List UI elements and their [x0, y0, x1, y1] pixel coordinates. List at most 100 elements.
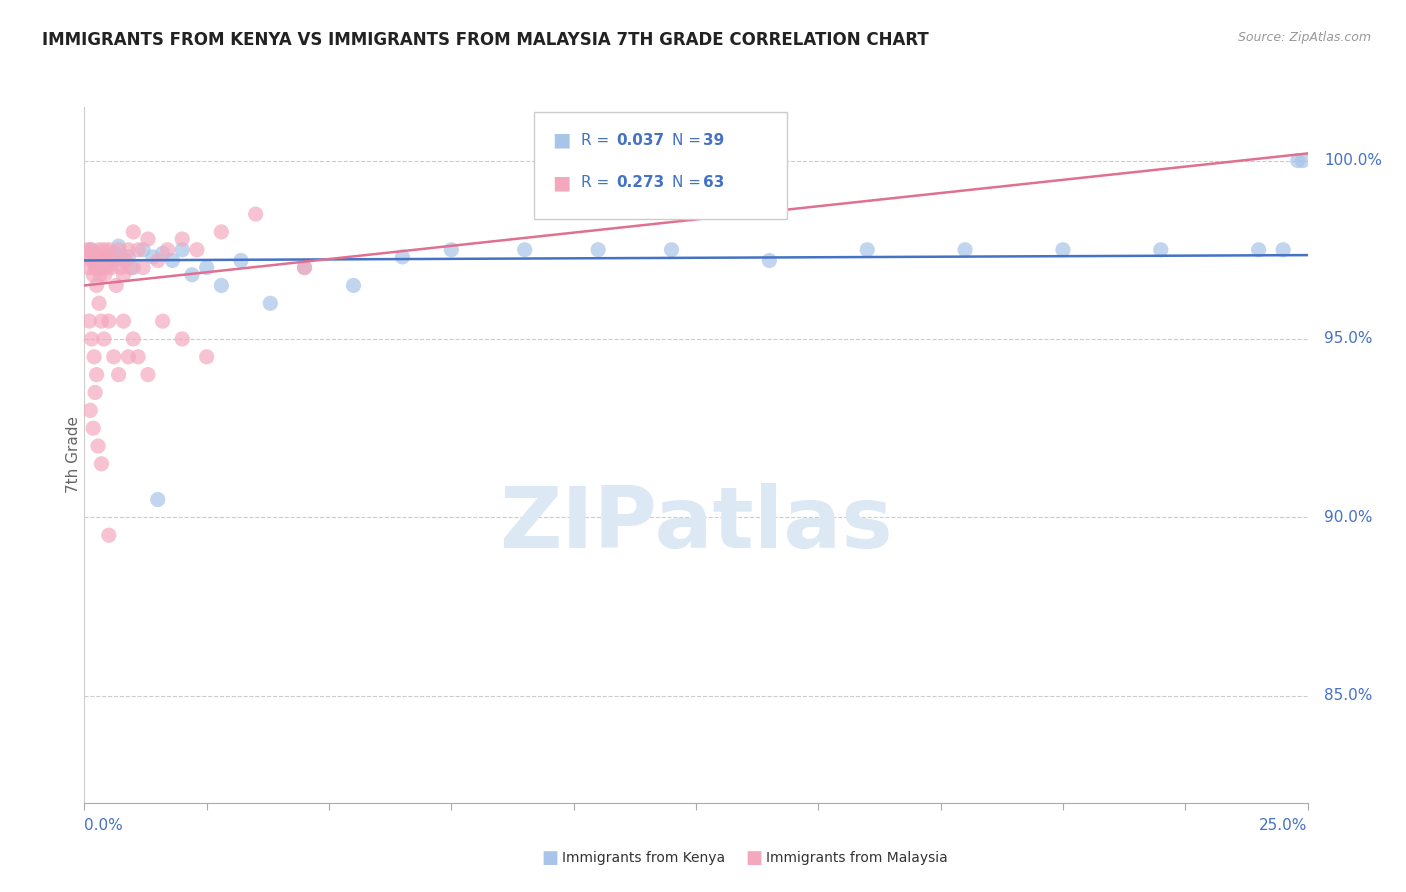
Text: 0.037: 0.037	[616, 133, 664, 147]
Point	[172, 232, 194, 246]
Point	[259, 296, 281, 310]
Text: ■: ■	[553, 130, 571, 150]
Text: Source: ZipAtlas.com: Source: ZipAtlas.com	[1237, 31, 1371, 45]
Text: 0.273: 0.273	[616, 176, 664, 190]
Text: 100.0%: 100.0%	[1324, 153, 1382, 168]
Point	[112, 268, 135, 282]
Y-axis label: 7th Grade: 7th Grade	[66, 417, 80, 493]
Point	[90, 457, 112, 471]
Point	[294, 260, 316, 275]
Point	[513, 243, 536, 257]
Point	[86, 368, 108, 382]
Point	[87, 250, 110, 264]
Point	[120, 260, 142, 275]
Point	[97, 243, 120, 257]
Point	[294, 260, 316, 275]
Point	[112, 253, 135, 268]
Point	[758, 253, 780, 268]
Point	[80, 332, 103, 346]
Point	[1247, 243, 1270, 257]
Point	[117, 243, 139, 257]
Point	[84, 385, 107, 400]
Point	[107, 243, 129, 257]
Point	[132, 243, 155, 257]
Point	[97, 314, 120, 328]
Point	[105, 278, 128, 293]
Point	[245, 207, 267, 221]
Point	[586, 243, 609, 257]
Point	[1286, 153, 1309, 168]
Point	[76, 243, 98, 257]
Point	[83, 350, 105, 364]
Point	[87, 296, 110, 310]
Point	[89, 268, 111, 282]
Point	[77, 250, 100, 264]
Point	[112, 314, 135, 328]
Point	[152, 314, 174, 328]
Point	[93, 243, 115, 257]
Text: R =: R =	[581, 133, 614, 147]
Point	[82, 268, 104, 282]
Point	[100, 260, 122, 275]
Point	[117, 350, 139, 364]
Point	[96, 250, 118, 264]
Text: 63: 63	[703, 176, 724, 190]
Point	[856, 243, 879, 257]
Text: ■: ■	[745, 849, 762, 867]
Point	[82, 421, 104, 435]
Point	[86, 278, 108, 293]
Text: ■: ■	[553, 173, 571, 193]
Point	[100, 253, 122, 268]
Point	[162, 253, 184, 268]
Point	[953, 243, 976, 257]
Point	[83, 253, 105, 268]
Point	[103, 253, 125, 268]
Point	[1272, 243, 1295, 257]
Point	[91, 260, 114, 275]
Point	[86, 260, 108, 275]
Point	[136, 368, 159, 382]
Point	[122, 332, 145, 346]
Point	[172, 243, 194, 257]
Point	[1292, 153, 1315, 168]
Text: 95.0%: 95.0%	[1324, 332, 1372, 346]
Point	[83, 246, 105, 260]
Text: 39: 39	[703, 133, 724, 147]
Point	[132, 260, 155, 275]
Point	[440, 243, 463, 257]
Point	[80, 253, 103, 268]
Text: Immigrants from Malaysia: Immigrants from Malaysia	[766, 851, 948, 865]
Text: 90.0%: 90.0%	[1324, 510, 1372, 524]
Point	[107, 368, 129, 382]
Text: ZIPatlas: ZIPatlas	[499, 483, 893, 566]
Point	[122, 260, 145, 275]
Point	[103, 246, 125, 260]
Text: N =: N =	[672, 176, 706, 190]
Point	[1052, 243, 1074, 257]
Text: ■: ■	[541, 849, 558, 867]
Text: 85.0%: 85.0%	[1324, 689, 1372, 703]
Point	[110, 260, 132, 275]
Point	[146, 253, 169, 268]
Point	[136, 232, 159, 246]
Point	[97, 257, 120, 271]
Point	[127, 243, 149, 257]
Point	[87, 250, 110, 264]
Point	[87, 439, 110, 453]
Point	[79, 243, 101, 257]
Point	[90, 253, 112, 268]
Point	[195, 260, 218, 275]
Point	[97, 528, 120, 542]
Point	[152, 246, 174, 260]
Text: 0.0%: 0.0%	[84, 818, 124, 832]
Point	[195, 350, 218, 364]
Text: Immigrants from Kenya: Immigrants from Kenya	[562, 851, 725, 865]
Point	[1150, 243, 1173, 257]
Text: 25.0%: 25.0%	[1260, 818, 1308, 832]
Point	[142, 250, 165, 264]
Text: IMMIGRANTS FROM KENYA VS IMMIGRANTS FROM MALAYSIA 7TH GRADE CORRELATION CHART: IMMIGRANTS FROM KENYA VS IMMIGRANTS FROM…	[42, 31, 929, 49]
Point	[181, 268, 204, 282]
Point	[107, 239, 129, 253]
Point	[87, 243, 110, 257]
Text: N =: N =	[672, 133, 706, 147]
